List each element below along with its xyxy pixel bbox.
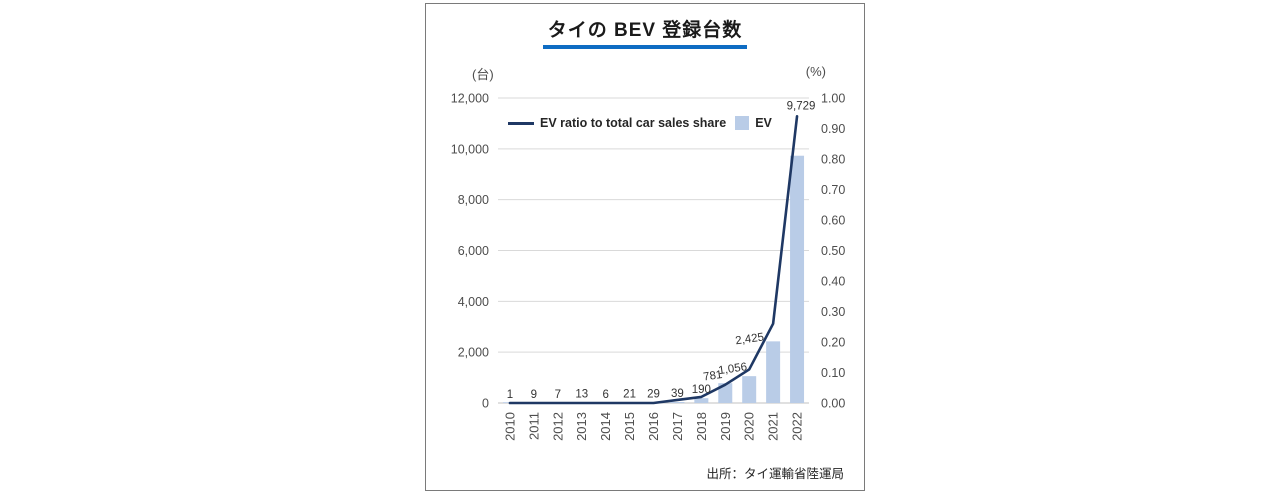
left-axis-tick: 4,000 bbox=[458, 295, 489, 309]
ev-bar bbox=[670, 402, 685, 403]
x-axis-label: 2017 bbox=[670, 412, 685, 441]
ev-bar bbox=[718, 383, 733, 403]
bar-value-label: 29 bbox=[647, 388, 660, 400]
bar-value-label: 9 bbox=[531, 389, 537, 401]
legend-label-ev: EV bbox=[755, 116, 772, 130]
right-axis-tick: 0.40 bbox=[821, 275, 845, 289]
bar-value-label: 6 bbox=[602, 389, 608, 401]
left-axis-tick: 2,000 bbox=[458, 346, 489, 360]
legend-item-ev-ratio: EV ratio to total car sales share bbox=[508, 116, 726, 130]
bar-value-label: 39 bbox=[671, 388, 684, 400]
ev-bar bbox=[790, 155, 805, 403]
right-axis-tick: 0.10 bbox=[821, 366, 845, 380]
right-axis-tick: 0.80 bbox=[821, 153, 845, 167]
ev-bar bbox=[742, 376, 757, 403]
left-axis-unit: (台) bbox=[472, 67, 494, 82]
x-axis-label: 2012 bbox=[550, 412, 565, 441]
right-axis-tick: 0.50 bbox=[821, 244, 845, 258]
right-axis-tick: 0.60 bbox=[821, 214, 845, 228]
right-axis-tick: 1.00 bbox=[821, 92, 845, 106]
chart-title: タイの BEV 登録台数 bbox=[542, 15, 748, 49]
bar-value-label: 781 bbox=[703, 369, 724, 384]
left-axis-tick: 12,000 bbox=[451, 92, 489, 106]
legend-item-ev: EV bbox=[735, 116, 772, 130]
x-axis-label: 2010 bbox=[502, 412, 517, 441]
ev-bar bbox=[766, 341, 781, 403]
left-axis-tick: 10,000 bbox=[451, 142, 489, 156]
right-axis-tick: 0.20 bbox=[821, 336, 845, 350]
right-axis-tick: 0.90 bbox=[821, 122, 845, 136]
x-axis-label: 2021 bbox=[766, 412, 781, 441]
left-axis-tick: 0 bbox=[482, 397, 489, 411]
x-axis-label: 2018 bbox=[694, 412, 709, 441]
bar-swatch bbox=[735, 116, 750, 130]
chart-legend: EV ratio to total car sales share EV bbox=[508, 116, 772, 130]
title-wrap: タイの BEV 登録台数 bbox=[426, 15, 864, 49]
x-axis-label: 2016 bbox=[646, 412, 661, 441]
bar-value-label: 190 bbox=[692, 384, 711, 396]
ev-ratio-line bbox=[508, 115, 799, 405]
line-swatch bbox=[508, 121, 534, 125]
x-axis-label: 2015 bbox=[622, 412, 637, 441]
bar-value-label: 2,425 bbox=[735, 331, 765, 347]
x-axis-label: 2014 bbox=[598, 412, 613, 441]
left-axis-tick: 6,000 bbox=[458, 244, 489, 258]
ev-bar bbox=[694, 398, 709, 403]
x-axis-label: 2020 bbox=[742, 412, 757, 441]
bar-value-label: 13 bbox=[575, 389, 588, 401]
right-axis-tick: 0.30 bbox=[821, 305, 845, 319]
right-axis-tick: 0.00 bbox=[821, 397, 845, 411]
right-axis-tick: 0.70 bbox=[821, 183, 845, 197]
right-axis-unit: (%) bbox=[805, 64, 826, 79]
left-axis-tick: 8,000 bbox=[458, 193, 489, 207]
bar-value-label: 9,729 bbox=[787, 100, 816, 112]
x-axis-label: 2022 bbox=[790, 412, 805, 441]
chart-canvas: 0 2,000 4,000 6,000 8,000 10,000 12,000 0.00 0.1… bbox=[451, 92, 846, 441]
x-axis-label: 2011 bbox=[526, 412, 541, 440]
bar-value-label: 7 bbox=[555, 389, 561, 401]
x-axis-label: 2019 bbox=[718, 412, 733, 441]
x-axis-label: 2013 bbox=[574, 412, 589, 441]
bar-value-label: 1,056 bbox=[718, 361, 748, 377]
bar-value-label: 1 bbox=[507, 389, 513, 401]
source-note: 出所：タイ運輸省陸運局 bbox=[706, 467, 844, 481]
chart-frame: タイの BEV 登録台数 (台) (%) 0 2,000 4,000 6,000 8,0… bbox=[425, 3, 865, 491]
bar-value-label: 21 bbox=[623, 388, 636, 400]
legend-label-ev-ratio: EV ratio to total car sales share bbox=[540, 116, 727, 130]
